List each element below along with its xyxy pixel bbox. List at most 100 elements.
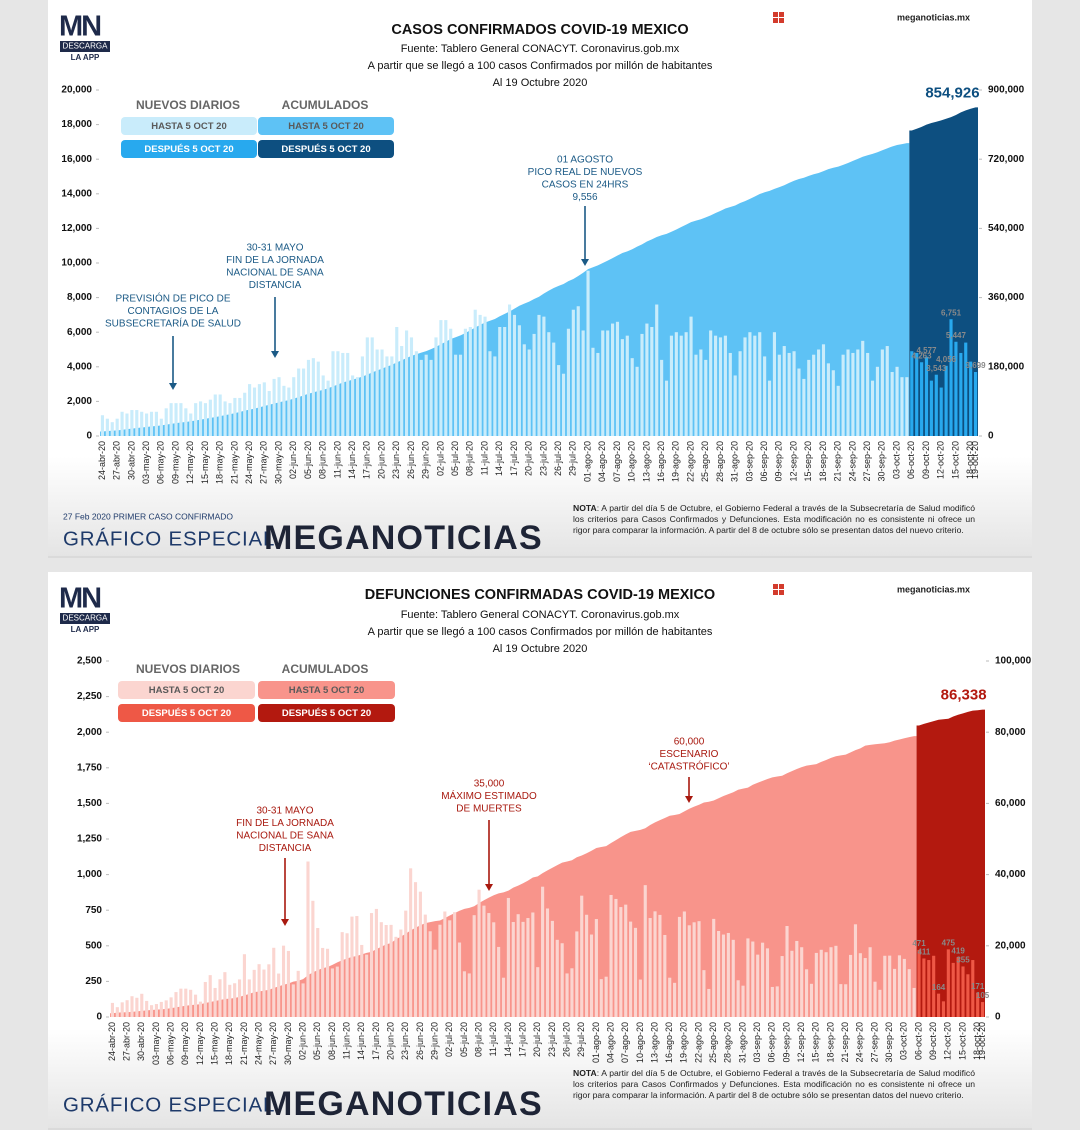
daily-bar (630, 358, 634, 436)
annotation-text: 9,556 (572, 192, 597, 203)
x-tick-label: 16-ago-20 (664, 1022, 674, 1063)
daily-bar (120, 411, 124, 436)
daily-bar (684, 332, 688, 436)
daily-bar (218, 394, 222, 436)
daily-bar (873, 981, 877, 1017)
x-tick-label: 09-may-20 (170, 441, 180, 484)
daily-bar (624, 904, 628, 1017)
daily-bar (763, 356, 767, 436)
annotation-text: ‘CATASTRÓFICO’ (648, 760, 729, 773)
daily-bar (895, 366, 899, 436)
daily-bar (238, 397, 242, 436)
x-tick-label: 09-may-20 (180, 1022, 190, 1065)
chart-subtitle: Fuente: Tablero General CONACYT. Coronav… (401, 43, 680, 55)
daily-bar (601, 330, 605, 436)
daily-bar (248, 384, 252, 436)
daily-bar (208, 399, 212, 436)
daily-bar (658, 914, 662, 1017)
x-tick-label: 30-sep-20 (884, 1022, 894, 1063)
x-tick-label: 18-sep-20 (818, 441, 828, 482)
daily-bar (267, 391, 271, 436)
daily-bar (257, 964, 261, 1017)
daily-bar (311, 900, 315, 1017)
daily-bar (365, 337, 369, 436)
annotation-text: FIN DE LA JORNADA (226, 255, 324, 266)
x-tick-label: 07-ago-20 (620, 1022, 630, 1063)
logo-mark: MN (59, 583, 100, 615)
daily-bar (472, 915, 476, 1017)
daily-bar (125, 1000, 129, 1017)
y-tick-label: 1,750 (77, 762, 102, 773)
daily-bar (721, 934, 726, 1017)
x-tick-label: 06-oct-20 (913, 1022, 923, 1060)
legend-label: DESPUÉS 5 OCT 20 (144, 144, 233, 155)
chart-subtitle: Al 19 Octubre 2020 (493, 643, 588, 655)
data-label: 419 (951, 946, 965, 955)
daily-bar (516, 914, 520, 1017)
daily-bar (814, 952, 818, 1017)
daily-bar (858, 953, 862, 1017)
daily-bar (287, 387, 291, 436)
daily-bar (159, 1001, 163, 1017)
x-tick-label: 23-jul-20 (547, 1022, 557, 1057)
daily-bar (870, 380, 875, 436)
daily-bar (561, 373, 566, 436)
daily-bar (949, 319, 953, 436)
daily-bar (286, 950, 290, 1017)
daily-bar (839, 984, 843, 1017)
chart-title: DEFUNCIONES CONFIRMADAS COVID-19 MEXICO (365, 587, 715, 603)
daily-bar (189, 989, 193, 1017)
annotation-arrowhead (685, 796, 693, 803)
x-tick-label: 24-abr-20 (97, 441, 107, 480)
x-tick-label: 03-sep-20 (744, 441, 754, 482)
x-tick-label: 19-oct-20 (970, 441, 980, 479)
daily-bar (817, 349, 821, 436)
annotation-text: FIN DE LA JORNADA (236, 818, 334, 829)
daily-bar (532, 333, 536, 436)
daily-bar (277, 973, 281, 1017)
x-tick-label: 04-ago-20 (605, 1022, 615, 1063)
x-tick-label: 22-ago-20 (685, 441, 695, 482)
daily-bar (767, 380, 772, 436)
daily-bar (792, 351, 796, 436)
daily-bar (782, 346, 786, 436)
x-tick-label: 07-ago-20 (612, 441, 622, 482)
footnote: 27 Feb 2020 PRIMER CASO CONFIRMADO (63, 511, 233, 521)
x-tick-label: 06-oct-20 (906, 441, 916, 479)
legend-label: HASTA 5 OCT 20 (289, 685, 365, 696)
daily-bar (939, 387, 943, 436)
daily-bar (841, 354, 845, 436)
legend-header: ACUMULADOS (282, 98, 369, 112)
daily-bar (497, 946, 501, 1017)
data-label: 105 (976, 991, 990, 1000)
x-tick-label: 08-jun-20 (327, 1022, 337, 1060)
legend-swatch (258, 681, 395, 699)
y2-tick-label: 900,000 (988, 85, 1025, 96)
daily-bar (829, 947, 833, 1017)
x-tick-label: 30-abr-20 (136, 1022, 146, 1061)
daily-bar (404, 330, 409, 436)
x-tick-label: 29-jul-20 (568, 441, 578, 476)
daily-bar (213, 394, 217, 436)
daily-bar (973, 372, 978, 436)
x-tick-label: 08-jul-20 (473, 1022, 483, 1057)
daily-bar (184, 988, 188, 1017)
daily-bar (473, 309, 477, 436)
icon-square (779, 12, 784, 17)
daily-bar (547, 332, 551, 436)
daily-bar (902, 958, 906, 1017)
x-tick-label: 27-may-20 (259, 441, 269, 484)
daily-bar (807, 359, 811, 436)
data-label: 411 (917, 948, 930, 957)
x-tick-label: 02-jun-20 (288, 441, 298, 479)
logo-band (60, 613, 110, 624)
daily-bar (677, 916, 682, 1017)
daily-bar (756, 954, 760, 1017)
daily-bar (878, 989, 882, 1017)
daily-bar (936, 993, 941, 1017)
daily-bar (819, 949, 823, 1017)
daily-bar (390, 356, 394, 436)
daily-bar (907, 969, 911, 1017)
daily-bar (785, 926, 789, 1017)
daily-bar (350, 916, 354, 1017)
